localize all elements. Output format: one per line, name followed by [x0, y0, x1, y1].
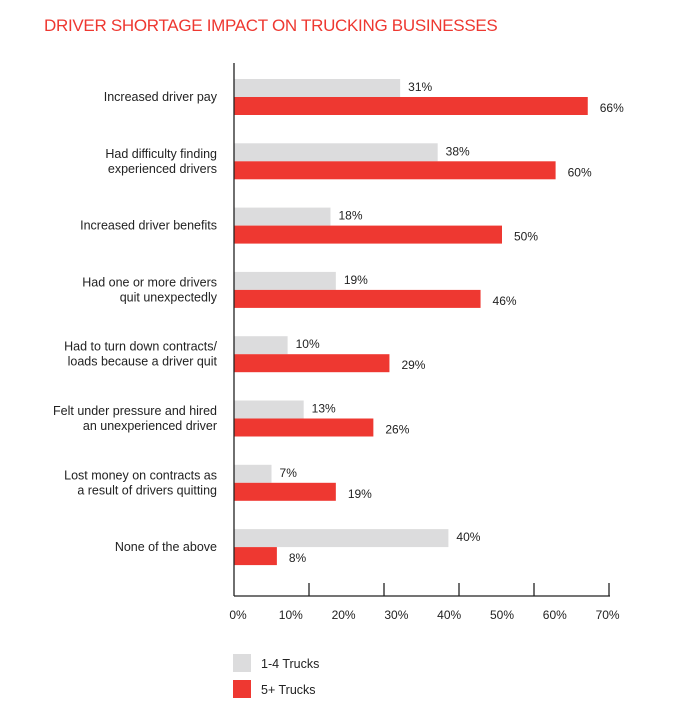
x-tick-label: 0% — [229, 608, 247, 622]
x-tick-label: 30% — [384, 608, 408, 622]
category-label: Had one or more drivers — [82, 275, 217, 289]
category-label: loads because a driver quit — [68, 355, 218, 369]
data-label: 31% — [408, 80, 432, 94]
x-tick-label: 20% — [332, 608, 356, 622]
bar-5plus-trucks — [234, 161, 556, 180]
bar-1-4-trucks — [234, 529, 449, 548]
category-label: quit unexpectedly — [120, 290, 218, 304]
bar-1-4-trucks — [234, 400, 304, 419]
bar-5plus-trucks — [234, 289, 481, 308]
data-label: 38% — [446, 144, 470, 158]
bar-5plus-trucks — [234, 482, 336, 501]
data-label: 29% — [401, 358, 425, 372]
category-label: Lost money on contracts as — [64, 468, 217, 482]
data-label: 50% — [514, 230, 538, 244]
legend-label: 1-4 Trucks — [261, 657, 319, 671]
data-label: 13% — [312, 402, 336, 416]
legend-swatch — [233, 654, 251, 672]
category-label: an unexperienced driver — [83, 419, 217, 433]
bar-5plus-trucks — [234, 354, 390, 373]
data-label: 19% — [344, 273, 368, 287]
category-label: None of the above — [115, 540, 217, 554]
x-tick-label: 50% — [490, 608, 514, 622]
data-label: 18% — [338, 209, 362, 223]
category-label: Felt under pressure and hired — [53, 404, 217, 418]
data-label: 19% — [348, 487, 372, 501]
category-label: Had to turn down contracts/ — [64, 340, 217, 354]
data-label: 7% — [280, 466, 298, 480]
bar-1-4-trucks — [234, 143, 438, 162]
legend-label: 5+ Trucks — [261, 683, 316, 697]
x-tick-label: 40% — [437, 608, 461, 622]
category-label: Increased driver pay — [104, 90, 218, 104]
legend-swatch — [233, 680, 251, 698]
data-label: 60% — [568, 165, 592, 179]
data-label: 66% — [600, 101, 624, 115]
x-tick-label: 70% — [596, 608, 620, 622]
bar-1-4-trucks — [234, 207, 331, 226]
category-label: Increased driver benefits — [80, 219, 217, 233]
bar-5plus-trucks — [234, 97, 588, 115]
data-label: 40% — [456, 530, 480, 544]
category-label: experienced drivers — [108, 162, 217, 176]
data-label: 26% — [385, 423, 409, 437]
data-label: 46% — [493, 294, 517, 308]
bar-5plus-trucks — [234, 225, 502, 244]
data-label: 10% — [296, 337, 320, 351]
bar-1-4-trucks — [234, 271, 336, 290]
chart-title: DRIVER SHORTAGE IMPACT ON TRUCKING BUSIN… — [44, 16, 498, 35]
bar-1-4-trucks — [234, 336, 288, 355]
data-label: 8% — [289, 551, 307, 565]
bar-1-4-trucks — [234, 79, 401, 97]
category-label: Had difficulty finding — [105, 147, 217, 161]
x-tick-label: 60% — [543, 608, 567, 622]
x-tick-label: 10% — [279, 608, 303, 622]
bar-1-4-trucks — [234, 464, 272, 483]
bar-5plus-trucks — [234, 547, 277, 566]
bar-5plus-trucks — [234, 418, 374, 437]
category-label: a result of drivers quitting — [77, 483, 217, 497]
